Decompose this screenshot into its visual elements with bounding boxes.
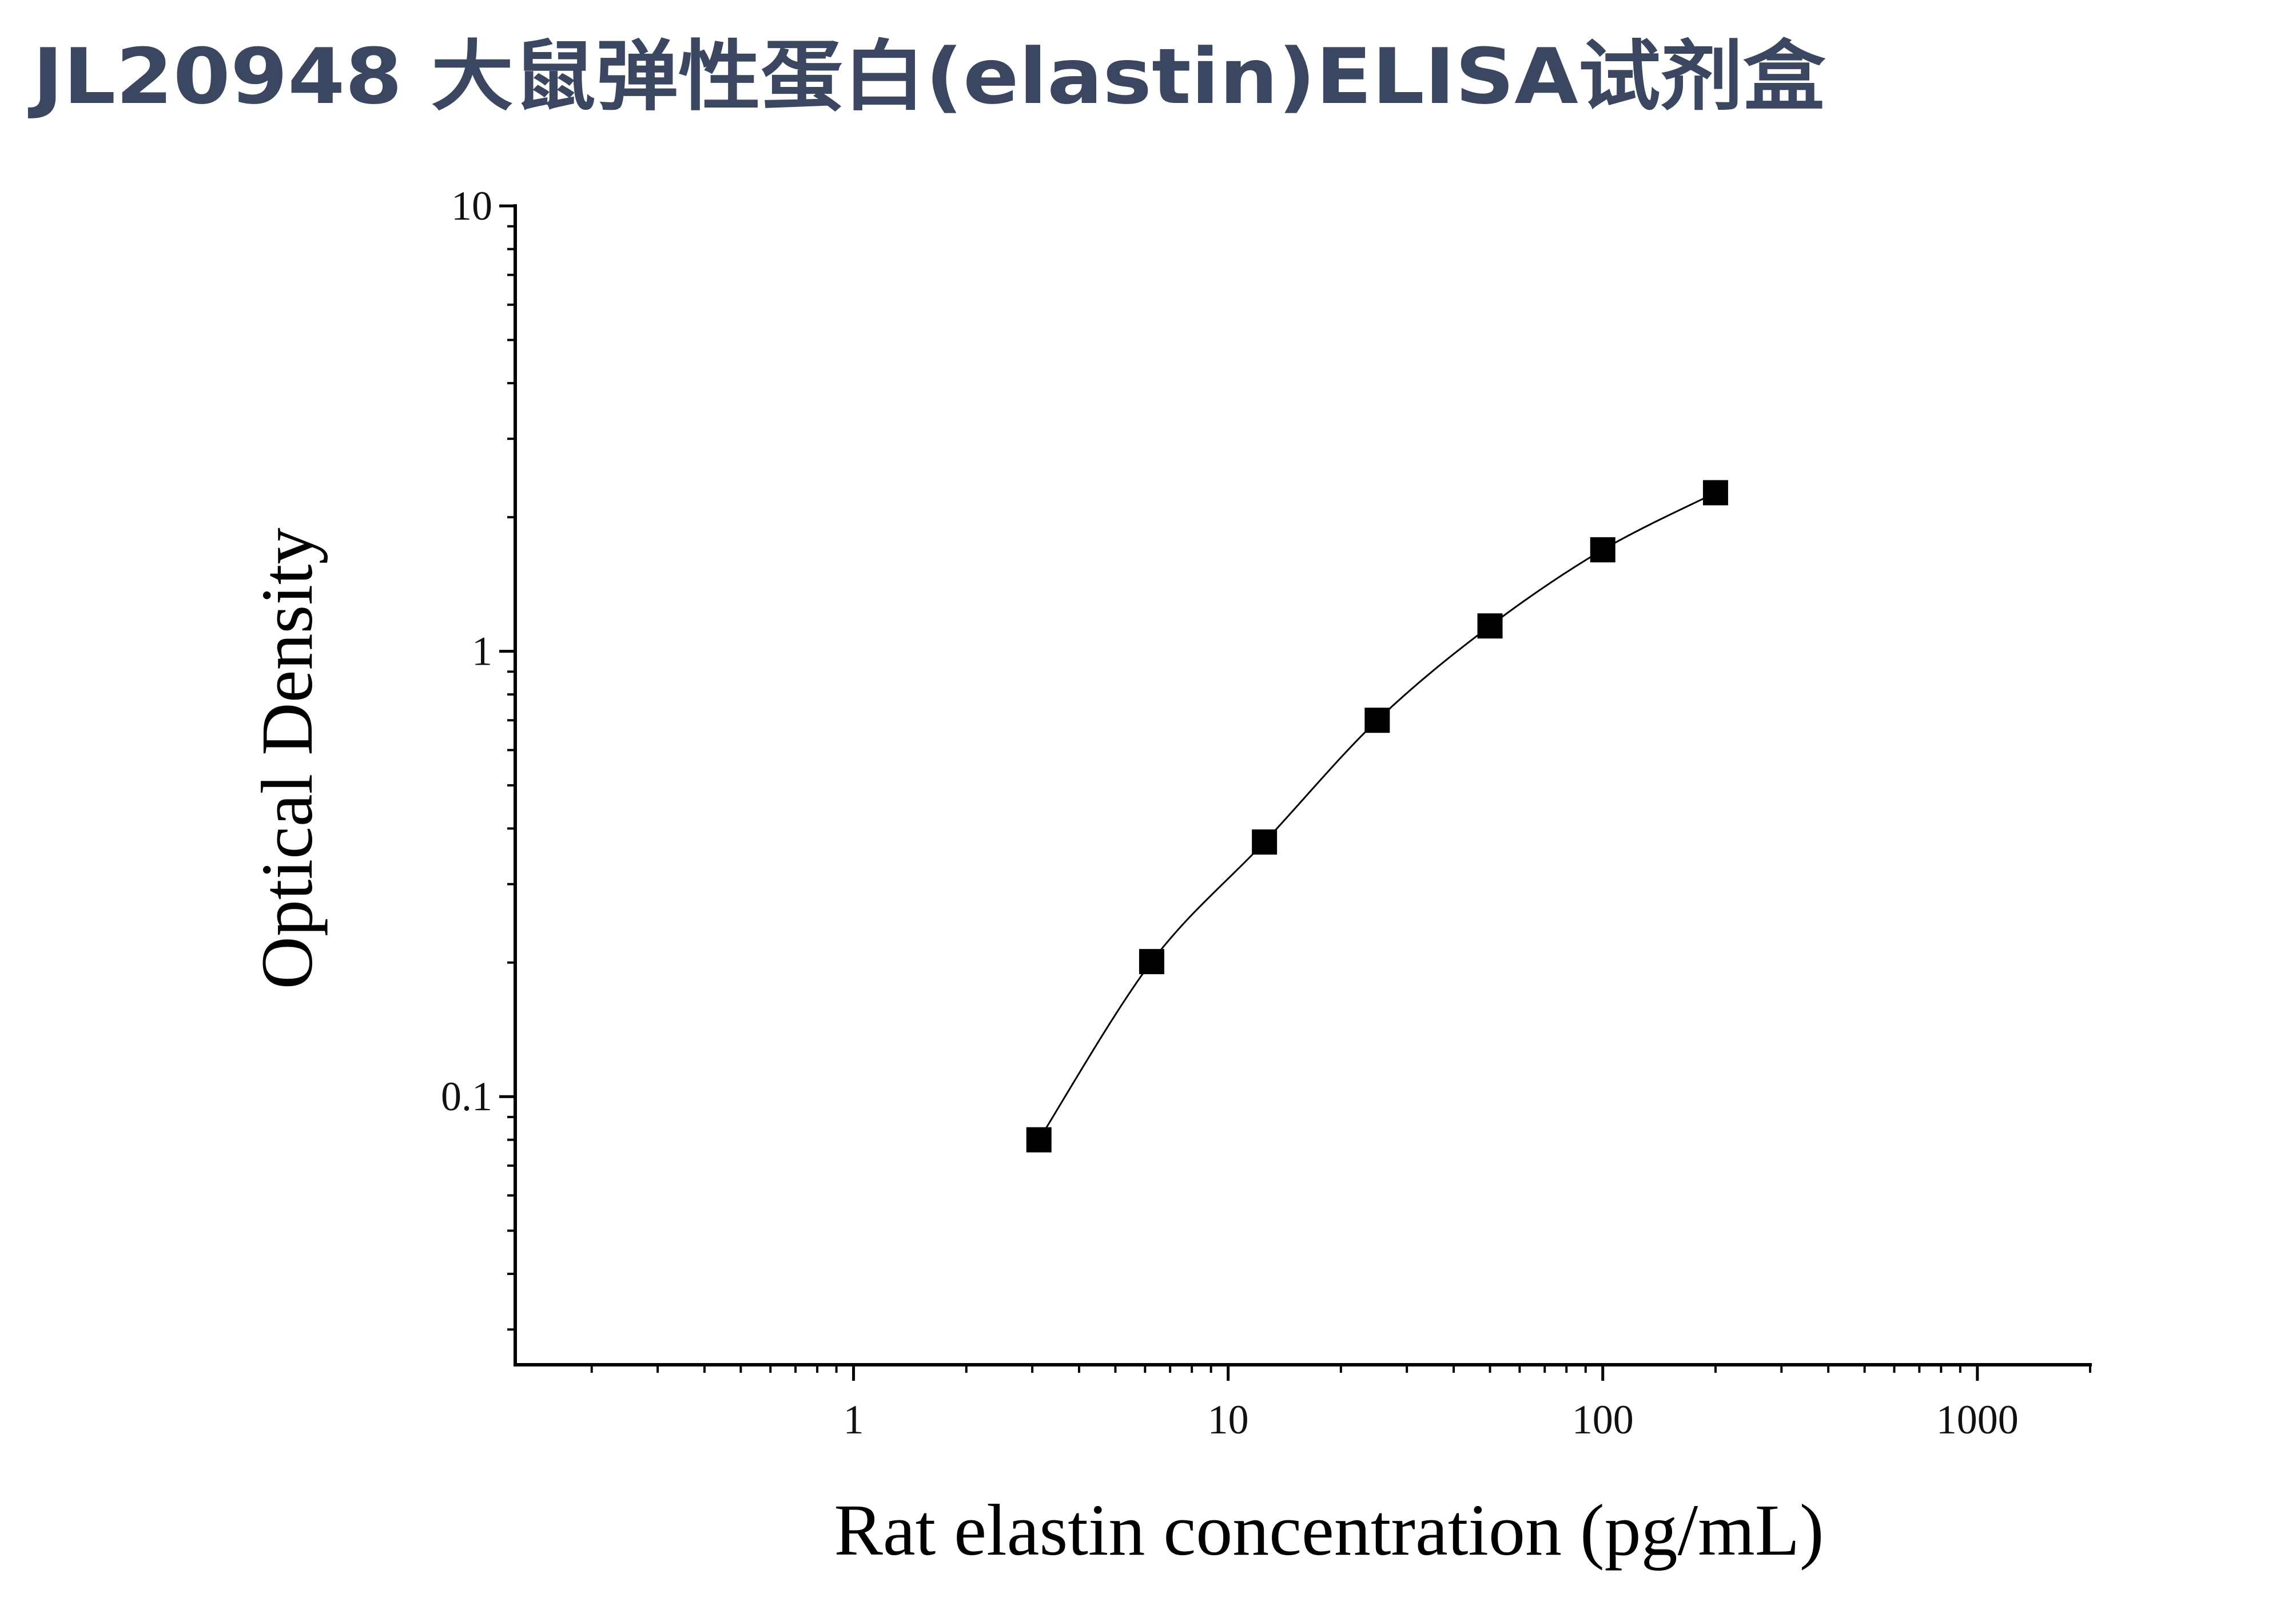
x-axis-label: Rat elastin concentration (pg/mL) <box>834 1489 1824 1571</box>
y-axis-label: Optical Density <box>246 528 328 990</box>
y-tick-label: 10 <box>451 183 492 229</box>
fit-curve <box>1038 492 1716 1141</box>
x-tick-label: 1 <box>843 1397 864 1443</box>
x-tick-label: 10 <box>1208 1397 1249 1443</box>
data-point <box>1590 537 1615 563</box>
chart-title: JL20948 大鼠弹性蛋白(elastin)ELISA试剂盒 <box>27 32 1826 121</box>
data-point <box>1139 949 1164 975</box>
data-point <box>1364 708 1390 733</box>
data-point <box>1702 480 1728 506</box>
y-tick-label: 1 <box>472 629 492 674</box>
data-point <box>1477 613 1503 639</box>
y-tick-label: 0.1 <box>441 1074 492 1119</box>
data-point <box>1026 1127 1052 1153</box>
data-point <box>1252 829 1278 855</box>
x-tick-label: 100 <box>1572 1397 1634 1443</box>
x-tick-label: 1000 <box>1936 1397 2019 1443</box>
